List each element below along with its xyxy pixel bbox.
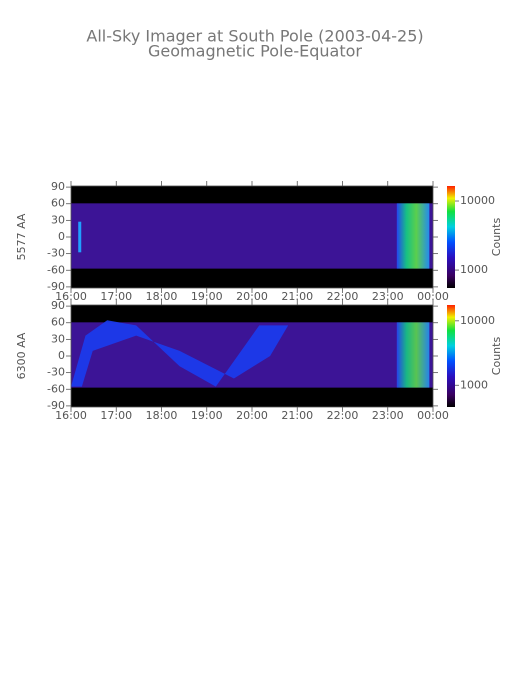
x-tick-label: 21:00: [281, 290, 313, 303]
y-tick-label: 30: [51, 332, 65, 345]
colorbar: [447, 305, 455, 407]
aurora-patch: [396, 203, 430, 269]
y-tick-label: -30: [47, 247, 65, 260]
x-tick-label: 22:00: [327, 290, 359, 303]
x-tick-label: 21:00: [281, 409, 313, 422]
x-tick-label: 23:00: [372, 409, 404, 422]
subtitle: Geomagnetic Pole-Equator: [148, 42, 362, 61]
y-tick-label: 30: [51, 213, 65, 226]
y-tick-label: -90: [47, 399, 65, 412]
x-tick-label: 19:00: [191, 290, 223, 303]
y-axis-label: 5577 AA: [15, 213, 28, 260]
y-tick-label: -90: [47, 280, 65, 293]
x-tick-label: 18:00: [146, 409, 178, 422]
x-tick-label: 17:00: [100, 290, 132, 303]
title: All-Sky Imager at South Pole (2003-04-25…: [86, 27, 423, 46]
colorbar-label: Counts: [490, 337, 503, 376]
x-tick-label: 00:00: [417, 290, 449, 303]
x-tick-label: 20:00: [236, 409, 268, 422]
aurora-streak: [78, 221, 82, 253]
colorbar-tick-label: 10000: [460, 194, 495, 207]
y-tick-label: 0: [58, 230, 65, 243]
x-tick-label: 16:00: [55, 409, 87, 422]
y-tick-label: -60: [47, 263, 65, 276]
x-tick-label: 22:00: [327, 409, 359, 422]
x-tick-label: 18:00: [146, 290, 178, 303]
y-tick-label: 60: [51, 197, 65, 210]
y-axis-label: 6300 AA: [15, 332, 28, 379]
colorbar-tick-label: 1000: [460, 263, 488, 276]
y-tick-label: -30: [47, 366, 65, 379]
x-tick-label: 17:00: [100, 409, 132, 422]
y-tick-label: 60: [51, 316, 65, 329]
colorbar-tick-label: 10000: [460, 314, 495, 327]
y-tick-label: 0: [58, 349, 65, 362]
x-tick-label: 20:00: [236, 290, 268, 303]
colorbar-tick-label: 1000: [460, 378, 488, 391]
colorbar-label: Counts: [490, 218, 503, 257]
y-tick-label: 90: [51, 299, 65, 312]
aurora-arc: [71, 320, 289, 387]
x-tick-label: 00:00: [417, 409, 449, 422]
y-tick-label: -60: [47, 382, 65, 395]
x-tick-label: 16:00: [55, 290, 87, 303]
heatmap-band: [71, 203, 433, 269]
x-tick-label: 23:00: [372, 290, 404, 303]
y-tick-label: 90: [51, 180, 65, 193]
x-tick-label: 19:00: [191, 409, 223, 422]
colorbar: [447, 186, 455, 288]
aurora-patch: [396, 322, 430, 388]
